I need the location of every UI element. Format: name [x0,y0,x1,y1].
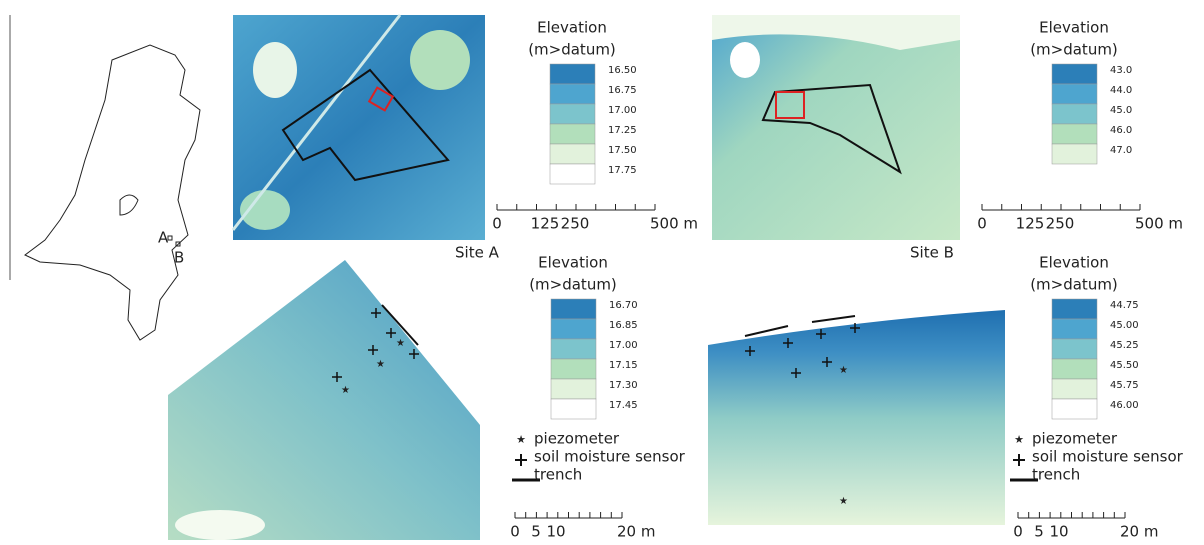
legend-label: 17.45 [609,400,638,411]
svg-text:★: ★ [341,385,350,396]
scale-label: 10 [546,523,565,541]
legend-swatch [1052,124,1097,144]
svg-text:★: ★ [839,365,848,376]
scale-label: 20 m [617,523,655,541]
symbol-label: soil moisture sensor [534,448,686,466]
scale-label: 5 [531,523,541,541]
legend-swatch [551,319,596,339]
legend-swatch [551,399,596,419]
legend-swatch [550,104,595,124]
map-patch [730,42,760,78]
legend-swatch [550,84,595,104]
legend-label: 47.0 [1110,145,1132,156]
symbol-label: piezometer [1032,430,1118,448]
symbol-plus [515,454,527,466]
legend-swatch [550,64,595,84]
lake [120,195,138,215]
map-patch [253,42,297,98]
scale-label: 0 [492,215,502,233]
legend-swatch [551,359,596,379]
legend-label: 16.85 [609,320,638,331]
symbol-star: ★ [516,433,526,446]
scale-label: 20 m [1120,523,1158,541]
legend-label: 17.75 [608,165,637,176]
legend-swatch [1052,399,1097,419]
legend-label: 45.0 [1110,105,1132,116]
legend-label: 17.00 [608,105,637,116]
legend-title: Elevation [1039,19,1109,37]
elevation-map [708,310,1005,525]
symbol-star: ★ [1014,433,1024,446]
symbol-label: trench [534,466,582,484]
legend-label: 46.00 [1110,400,1139,411]
legend-swatch [551,299,596,319]
scale-label: 250 [561,215,590,233]
svg-text:★: ★ [839,496,848,507]
site-label: Site B [910,244,954,262]
symbol-label: piezometer [534,430,620,448]
legend-title: (m>datum) [1030,41,1118,59]
legend-label: 45.25 [1110,340,1139,351]
legend-label: 45.00 [1110,320,1139,331]
legend-swatch [550,144,595,164]
legend-label: 17.25 [608,125,637,136]
legend-swatch [551,339,596,359]
legend-swatch [1052,144,1097,164]
legend-label: 16.75 [608,85,637,96]
legend-swatch [550,124,595,144]
scale-label: 5 [1034,523,1044,541]
legend-label: 44.75 [1110,300,1139,311]
legend-label: 45.75 [1110,380,1139,391]
scale-label: 0 [977,215,987,233]
scale-label: 125 [1016,215,1045,233]
map-patch [175,510,265,540]
legend-swatch [1052,319,1097,339]
country-outline [25,45,200,340]
scale-label: 0 [510,523,520,541]
legend-swatch [1052,84,1097,104]
elevation-map [168,260,480,540]
legend-label: 44.0 [1110,85,1132,96]
legend-swatch [551,379,596,399]
figure: A B Site A Site B ★ ★ ★ ★ ★ Elevation (m>dat… [0,0,1204,545]
scale-label: 0 [1013,523,1023,541]
legend-label: 17.15 [609,360,638,371]
legend-swatch [1052,359,1097,379]
symbol-plus [1013,454,1025,466]
legend-title: (m>datum) [528,41,616,59]
legend-label: 16.70 [609,300,638,311]
symbol-label: trench [1032,466,1080,484]
site-a-marker [168,236,172,240]
svg-text:★: ★ [396,338,405,349]
legend-swatch [1052,299,1097,319]
scale-label: 500 m [1135,215,1183,233]
legend-label: 43.0 [1110,65,1132,76]
scale-label: 125 [531,215,560,233]
svg-text:★: ★ [376,359,385,370]
scale-label: 10 [1049,523,1068,541]
scale-label: 500 m [650,215,698,233]
legend-title: Elevation [537,19,607,37]
legend-title: (m>datum) [529,276,617,294]
site-label: Site A [455,244,500,262]
map-label: B [174,249,184,267]
legend-title: Elevation [1039,254,1109,272]
legend-swatch [1052,379,1097,399]
legend-swatch [1052,339,1097,359]
legend-title: Elevation [538,254,608,272]
legend-title: (m>datum) [1030,276,1118,294]
map-label: A [158,229,169,247]
legend-label: 16.50 [608,65,637,76]
symbol-label: soil moisture sensor [1032,448,1184,466]
legend-label: 46.0 [1110,125,1132,136]
legend-label: 45.50 [1110,360,1139,371]
scale-label: 250 [1046,215,1075,233]
legend-label: 17.00 [609,340,638,351]
legend-swatch [1052,64,1097,84]
legend-swatch [550,164,595,184]
map-patch [410,30,470,90]
legend-swatch [1052,104,1097,124]
legend-label: 17.30 [609,380,638,391]
legend-label: 17.50 [608,145,637,156]
